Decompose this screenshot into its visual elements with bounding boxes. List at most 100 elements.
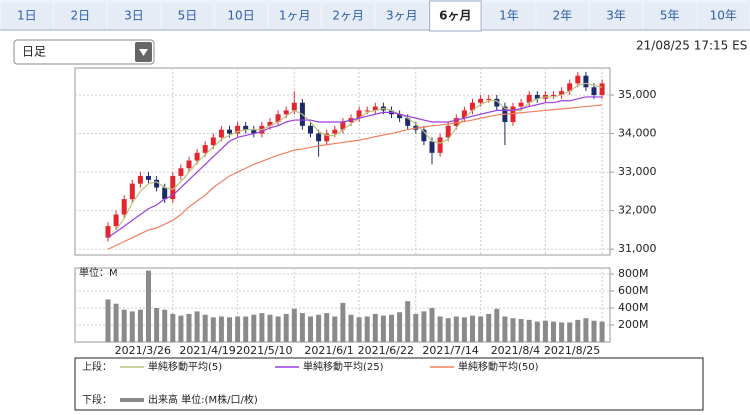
tab[interactable] (483, 3, 535, 29)
tab[interactable] (536, 3, 589, 29)
volume-bar (542, 320, 548, 342)
tab-label: 3日 (124, 9, 144, 23)
x-tick-label: 2021/6/1 (304, 344, 353, 357)
volume-bar (186, 313, 192, 342)
candle-body (227, 129, 232, 134)
candle-body (534, 94, 540, 99)
volume-bar (583, 318, 589, 342)
tab-label: 1日 (17, 9, 37, 23)
candle-body (324, 133, 330, 142)
y-tick-label: 31,000 (618, 242, 657, 255)
timestamp: 21/08/25 17:15 ES (636, 39, 747, 53)
volume-bar (437, 316, 443, 342)
tab[interactable] (643, 3, 696, 29)
volume-bar (445, 318, 451, 342)
tab[interactable] (322, 3, 374, 29)
tab-label: 2年 (553, 9, 573, 23)
legend-label: 出来高 単位:(M株/口/枚) (148, 393, 258, 406)
volume-bar (194, 311, 200, 342)
volume-unit: 単位：M (79, 266, 118, 279)
candle-body (461, 110, 467, 119)
tab[interactable] (1, 3, 53, 29)
x-tick-label: 2021/7/14 (422, 344, 478, 357)
tab[interactable] (590, 3, 642, 29)
candle-body (332, 129, 338, 134)
volume-bar (275, 316, 281, 342)
candle-body (235, 125, 241, 134)
y-tick-label: 200M (618, 318, 649, 331)
tab-label: 3年 (606, 9, 626, 23)
candle-body (356, 110, 362, 119)
candle-body (162, 187, 168, 200)
volume-bar (518, 319, 524, 342)
tab[interactable] (161, 3, 214, 29)
candle-body (575, 75, 581, 84)
candle-body (583, 75, 589, 88)
dropdown-arrow (139, 49, 148, 56)
candle-body (267, 121, 273, 126)
tab[interactable] (54, 3, 107, 29)
x-tick-label: 2021/8/4 (491, 344, 540, 357)
volume-bar (461, 317, 467, 342)
volume-bar (218, 316, 224, 342)
volume-bar (421, 311, 427, 342)
volume-bar (551, 321, 556, 342)
volume-bar (308, 316, 313, 342)
volume-bar (137, 309, 143, 342)
candle-body (599, 83, 605, 95)
candle-body (291, 102, 297, 111)
candle-body (364, 110, 370, 112)
volume-bar (413, 313, 419, 342)
volume-bar (502, 316, 508, 342)
volume-bar (470, 315, 475, 342)
volume-bar (121, 309, 127, 342)
volume-bar (162, 309, 168, 342)
volume-bar (340, 302, 346, 342)
candle-body (453, 118, 459, 126)
ma-line (107, 104, 603, 250)
tab[interactable] (429, 0, 482, 32)
tab-label: 5日 (178, 9, 198, 23)
candle-body (470, 102, 475, 111)
candle-body (591, 87, 597, 95)
candle-body (154, 179, 160, 188)
candle-body (518, 102, 524, 107)
ma-line (107, 96, 603, 239)
volume-bar (559, 322, 565, 342)
volume-bar (486, 313, 492, 342)
candle-body (340, 121, 346, 130)
candle-body (210, 137, 216, 146)
volume-bar (267, 314, 273, 342)
tab-label: 10年 (710, 9, 737, 23)
volume-bar (453, 316, 459, 342)
candle-body (194, 152, 200, 161)
tab[interactable] (697, 3, 749, 29)
volume-bar (210, 317, 216, 342)
volume-bar (291, 308, 297, 342)
tab-label: 1ヶ月 (279, 9, 311, 23)
candle-body (397, 114, 403, 119)
tab[interactable] (376, 3, 428, 29)
candle-body (510, 106, 516, 122)
volume-bar (299, 313, 305, 342)
volume-bar (599, 321, 605, 342)
volume-bar (364, 316, 370, 342)
tab[interactable] (215, 3, 267, 29)
volume-bar (510, 318, 516, 342)
y-tick-label: 33,000 (618, 165, 657, 178)
volume-bar (170, 313, 176, 342)
volume-bar (591, 320, 597, 342)
tab-label: 5年 (660, 9, 680, 23)
legend-lower-label: 下段： (82, 393, 112, 406)
tab-label: 2日 (71, 9, 91, 23)
candle-body (275, 114, 281, 122)
volume-bar (389, 314, 394, 342)
volume-bar (526, 319, 532, 342)
tab[interactable] (268, 3, 321, 29)
tab[interactable] (108, 3, 160, 29)
dropdown[interactable] (13, 39, 155, 65)
volume-bar (283, 313, 289, 342)
x-tick-label: 2021/6/22 (358, 344, 414, 357)
candle-body (113, 214, 119, 227)
volume-bar (372, 313, 378, 342)
